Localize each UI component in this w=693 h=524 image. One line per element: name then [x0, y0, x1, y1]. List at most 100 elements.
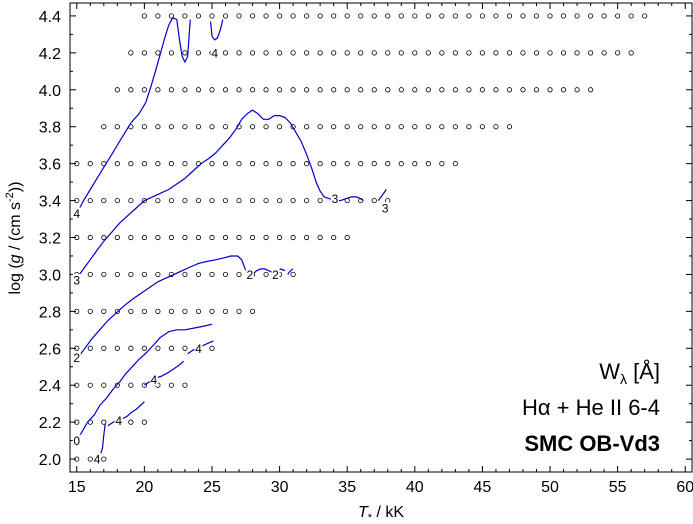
model-point: [101, 456, 107, 462]
model-point: [128, 382, 134, 388]
y-tick-label: 3.2: [39, 231, 61, 248]
model-point: [304, 234, 310, 241]
model-point: [114, 234, 120, 241]
model-point: [425, 124, 431, 130]
contour-label-bg: [72, 351, 81, 364]
model-point: [141, 382, 147, 388]
model-point: [195, 124, 202, 130]
model-point: [236, 87, 242, 93]
model-point: [114, 308, 120, 314]
model-point: [182, 345, 188, 351]
model-point: [249, 308, 256, 314]
model-point: [236, 271, 242, 278]
contour-level-4: [210, 19, 224, 41]
model-point: [209, 124, 215, 130]
model-point: [155, 50, 161, 56]
model-point: [276, 234, 283, 241]
model-point: [304, 13, 310, 19]
model-point: [439, 13, 445, 19]
contour-label: 4: [73, 207, 80, 221]
model-point: [182, 13, 188, 19]
contour-label-bg: [210, 46, 219, 59]
model-point: [276, 50, 283, 56]
model-point: [74, 382, 80, 388]
annotation-model-label: SMC OB-Vd3: [524, 431, 660, 456]
model-point: [479, 13, 486, 19]
model-point: [290, 87, 296, 93]
contour-level-0: [76, 323, 213, 441]
contour-label: 3: [332, 192, 339, 206]
model-point: [574, 87, 580, 93]
y-tick-label: 2.6: [39, 341, 61, 358]
model-point: [385, 87, 391, 93]
model-point: [141, 161, 147, 167]
model-point: [128, 271, 134, 278]
model-point: [615, 13, 621, 19]
y-tick-label: 2.2: [39, 415, 61, 432]
model-point: [263, 50, 269, 56]
model-point: [141, 271, 147, 278]
annotation-line-label: Hα + He II 6-4: [522, 395, 660, 420]
contour-label-bg: [72, 273, 81, 286]
model-point: [371, 50, 377, 56]
model-point: [263, 13, 269, 19]
model-point: [304, 50, 310, 56]
model-point: [182, 197, 188, 204]
model-point: [101, 382, 107, 388]
contour-label: 4: [195, 342, 202, 356]
model-point: [236, 13, 242, 19]
model-point: [114, 87, 120, 93]
model-point: [398, 161, 404, 167]
model-point: [209, 13, 215, 19]
model-point: [304, 197, 310, 204]
model-point: [466, 87, 472, 93]
model-point: [358, 87, 364, 93]
model-point: [155, 308, 161, 314]
contour-label-bg: [271, 268, 280, 281]
model-point: [506, 50, 513, 56]
model-point: [439, 87, 445, 93]
model-point: [195, 13, 202, 19]
x-tick-label: 40: [406, 479, 424, 496]
contour-label: 2: [246, 268, 253, 282]
model-point: [358, 50, 364, 56]
model-point: [168, 345, 175, 351]
model-point: [222, 50, 229, 56]
model-point: [344, 161, 350, 167]
model-point: [574, 13, 580, 19]
model-point: [331, 161, 337, 167]
model-point: [506, 124, 513, 130]
model-point: [168, 87, 175, 93]
contour-level-2: [77, 255, 251, 358]
contour-level-4: [76, 17, 191, 214]
model-point: [533, 13, 540, 19]
y-axis-title: log (g / (cm s-2)): [4, 182, 24, 295]
x-tick-label: 25: [203, 479, 221, 496]
model-point: [222, 197, 229, 204]
contour-level-2: [287, 268, 294, 275]
model-point: [520, 50, 526, 56]
model-point: [101, 419, 107, 425]
model-point: [209, 197, 215, 204]
model-point: [493, 13, 499, 19]
model-point: [371, 161, 377, 167]
model-point: [141, 345, 147, 351]
contour-label-bg: [381, 201, 390, 214]
model-point: [249, 87, 256, 93]
model-point: [195, 197, 202, 204]
model-point: [209, 87, 215, 93]
model-point: [547, 13, 553, 19]
model-point: [222, 271, 229, 278]
contour-label: 3: [73, 273, 80, 287]
model-point: [560, 50, 567, 56]
model-point: [182, 161, 188, 167]
model-point: [479, 50, 486, 56]
model-point: [317, 124, 323, 130]
model-point: [141, 197, 147, 204]
model-point: [439, 161, 445, 167]
model-point: [317, 13, 323, 19]
model-point: [506, 87, 513, 93]
model-point: [263, 124, 269, 130]
model-point: [439, 50, 445, 56]
x-tick-label: 55: [609, 479, 627, 496]
